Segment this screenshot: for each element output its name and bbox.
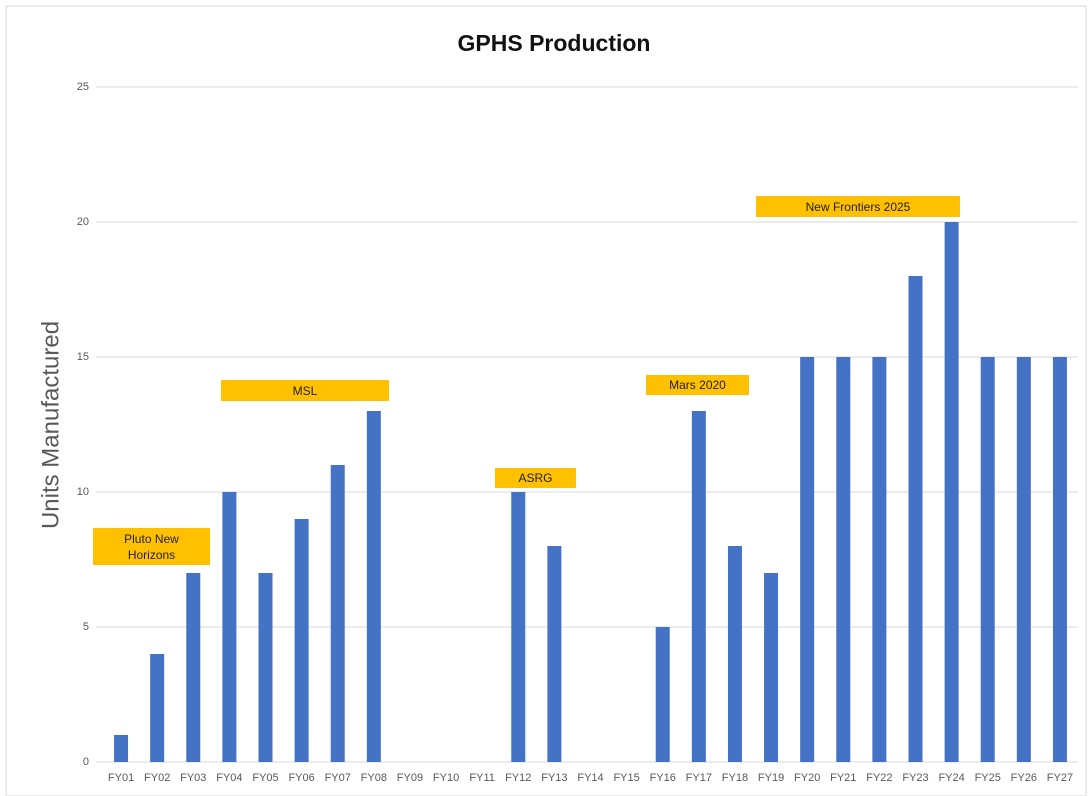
bar (727, 546, 742, 762)
bar (330, 465, 345, 762)
y-tick-label: 0 (83, 756, 89, 768)
x-tick-label: FY24 (938, 772, 964, 784)
chart-title: GPHS Production (458, 30, 651, 56)
bar (547, 546, 562, 762)
x-tick-label: FY15 (613, 772, 639, 784)
x-tick-label: FY20 (794, 772, 820, 784)
x-tick-label: FY03 (180, 772, 206, 784)
x-tick-label: FY26 (1011, 772, 1037, 784)
x-tick-label: FY09 (397, 772, 423, 784)
x-tick-label: FY14 (577, 772, 603, 784)
bar (872, 357, 887, 762)
bar (294, 519, 309, 762)
chart-frame (5, 5, 1087, 796)
bar (908, 276, 923, 762)
bar (944, 222, 959, 762)
x-tick-label: FY22 (866, 772, 892, 784)
y-tick-label: 25 (77, 81, 89, 93)
x-tick-label: FY05 (252, 772, 278, 784)
x-tick-label: FY16 (650, 772, 676, 784)
x-tick-label: FY23 (902, 772, 928, 784)
x-tick-label: FY08 (361, 772, 387, 784)
bar (258, 573, 273, 762)
bar (222, 492, 237, 762)
x-tick-label: FY12 (505, 772, 531, 784)
y-axis-label: Units Manufactured (37, 321, 64, 529)
x-tick-label: FY13 (541, 772, 567, 784)
bar (655, 627, 670, 762)
annotation: Mars 2020 (646, 375, 749, 395)
bar (511, 492, 526, 762)
x-tick-label: FY18 (722, 772, 748, 784)
bar (691, 411, 706, 762)
y-tick-label: 10 (77, 486, 89, 498)
annotation: ASRG (495, 468, 576, 488)
x-tick-label: FY25 (975, 772, 1001, 784)
bar (764, 573, 779, 762)
bar (1052, 357, 1067, 762)
x-tick-label: FY01 (108, 772, 134, 784)
annotation: New Frontiers 2025 (756, 196, 960, 217)
x-tick-label: FY11 (469, 772, 494, 784)
x-tick-label: FY21 (830, 772, 856, 784)
x-tick-label: FY07 (325, 772, 351, 784)
x-tick-label: FY17 (686, 772, 712, 784)
annotation: Pluto New Horizons (93, 528, 210, 565)
bar (366, 411, 381, 762)
x-tick-label: FY04 (216, 772, 242, 784)
bar (186, 573, 201, 762)
bar (1016, 357, 1031, 762)
x-tick-label: FY19 (758, 772, 784, 784)
bar (114, 735, 129, 762)
x-tick-label: FY02 (144, 772, 170, 784)
bar (980, 357, 995, 762)
y-tick-label: 5 (83, 621, 89, 633)
annotation: MSL (221, 380, 389, 401)
x-tick-label: FY10 (433, 772, 459, 784)
bar (836, 357, 851, 762)
y-tick-label: 15 (77, 351, 89, 363)
x-tick-label: FY27 (1047, 772, 1073, 784)
y-tick-label: 20 (77, 216, 89, 228)
bar (800, 357, 815, 762)
x-tick-label: FY06 (288, 772, 314, 784)
bar (150, 654, 165, 762)
